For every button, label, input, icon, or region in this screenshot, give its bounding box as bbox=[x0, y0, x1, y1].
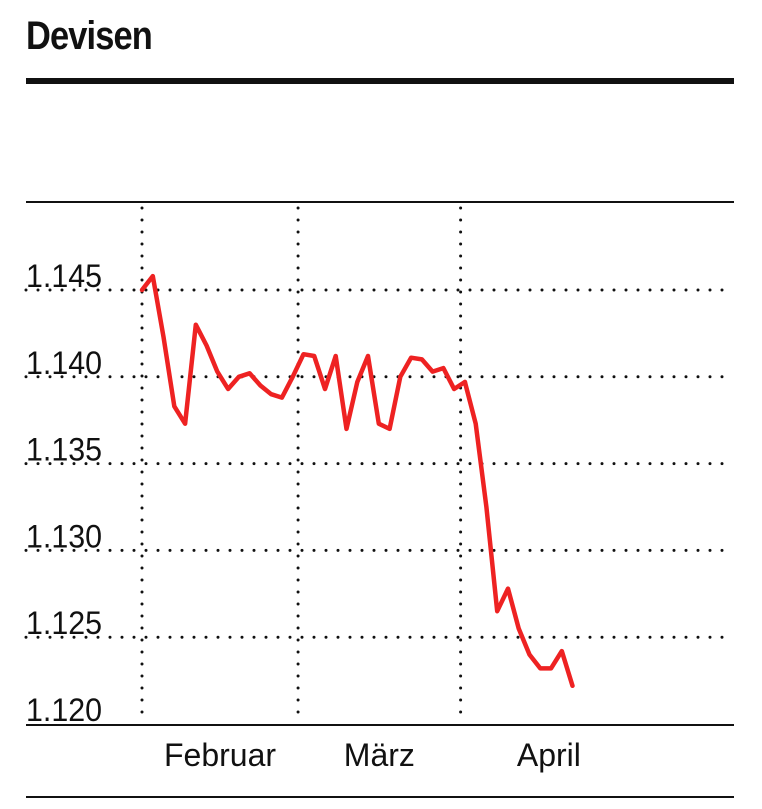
y-tick-label: 1.120 bbox=[26, 692, 102, 728]
x-tick-label: April bbox=[517, 737, 581, 773]
horizontal-gridlines bbox=[24, 288, 732, 639]
y-tick-label: 1.130 bbox=[26, 518, 102, 554]
y-tick-label: 1.125 bbox=[26, 605, 102, 641]
x-tick-label: Februar bbox=[164, 737, 276, 773]
y-axis-tick-labels: 1.145 1.140 1.135 1.130 1.125 1.120 bbox=[26, 258, 102, 728]
series-layer bbox=[139, 273, 575, 689]
x-tick-label: März bbox=[344, 737, 415, 773]
y-tick-label: 1.140 bbox=[26, 345, 102, 381]
series-line bbox=[462, 379, 575, 689]
vertical-gridlines bbox=[140, 206, 463, 724]
chart-title: Devisen bbox=[26, 14, 153, 58]
y-tick-label: 1.145 bbox=[26, 258, 102, 294]
x-axis-tick-labels: Februar März April bbox=[164, 737, 581, 773]
series-line bbox=[139, 273, 468, 432]
y-tick-label: 1.135 bbox=[26, 432, 102, 468]
